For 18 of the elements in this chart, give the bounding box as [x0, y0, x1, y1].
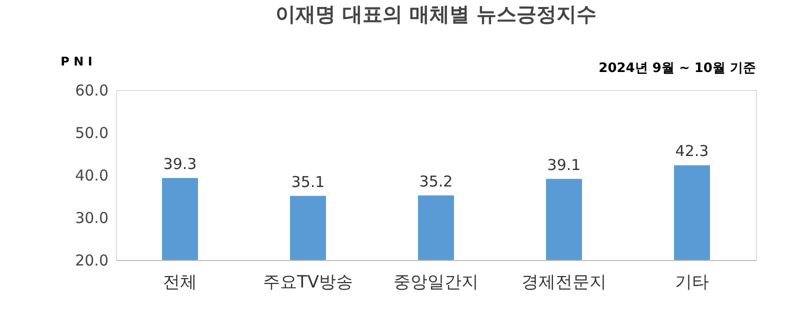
y-tick-label: 60.0 — [75, 82, 108, 100]
x-tick-label: 기타 — [675, 272, 709, 292]
data-label: 42.3 — [675, 142, 709, 160]
y-tick-label: 40.0 — [75, 166, 108, 184]
data-label: 39.1 — [547, 156, 581, 174]
chart-title: 이재명 대표의 매체별 뉴스긍정지수 — [276, 2, 596, 26]
x-tick-label: 전체 — [163, 272, 197, 292]
y-tick-label: 20.0 — [75, 252, 108, 270]
x-tick-label: 주요TV방송 — [262, 272, 354, 292]
data-label: 35.2 — [419, 172, 453, 190]
y-tick-label: 30.0 — [75, 209, 108, 227]
y-axis-title: P N I — [60, 54, 92, 68]
data-label: 39.3 — [163, 154, 197, 173]
x-tick-label: 중앙일간지 — [394, 272, 478, 292]
y-tick-label: 50.0 — [75, 124, 108, 142]
data-label: 35.1 — [291, 172, 325, 191]
x-tick-label: 경제전문지 — [522, 272, 606, 292]
text: 2024년 9월 ~ 10월 기준 — [598, 61, 756, 76]
